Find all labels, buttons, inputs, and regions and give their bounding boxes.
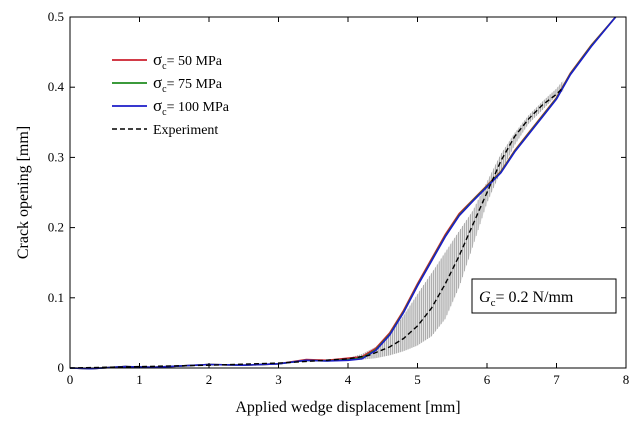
annotation-main: G <box>479 289 491 306</box>
annotation-box <box>471 278 617 314</box>
x-tick-label: 0 <box>67 372 74 387</box>
legend-subscript: c <box>162 61 167 72</box>
annotation-subscript: c <box>491 297 496 309</box>
x-tick-label: 7 <box>553 372 560 387</box>
legend-subscript: c <box>162 107 167 118</box>
y-tick-label: 0.2 <box>48 220 64 235</box>
x-axis-title: Applied wedge displacement [mm] <box>235 399 460 416</box>
band-area <box>334 80 564 361</box>
x-tick-label: 2 <box>206 372 213 387</box>
legend-value: = 75 MPa <box>167 77 223 92</box>
annotation-text: Gc= 0.2 N/mm <box>479 289 574 309</box>
x-tick-label: 1 <box>136 372 143 387</box>
legend-value: = 100 MPa <box>167 100 230 115</box>
series-line-2 <box>69 16 617 370</box>
legend-symbol: σ <box>153 50 162 69</box>
legend-label: σc= 50 MPa <box>153 50 223 72</box>
y-tick-label: 0 <box>58 360 65 375</box>
gc-annotation: Gc= 0.2 N/mm <box>471 278 617 314</box>
series-lines <box>69 16 617 370</box>
x-tick-label: 8 <box>623 372 630 387</box>
series-line-1 <box>69 16 617 370</box>
legend-symbol: σ <box>153 73 162 92</box>
annotation-rest: = 0.2 N/mm <box>495 289 573 306</box>
x-tick-label: 6 <box>484 372 491 387</box>
experiment-scatter-band <box>333 80 564 361</box>
axis-ticks: 0 1 2 3 4 5 6 7 8 0 0.1 0.2 0.3 0.4 0.5 <box>48 9 630 387</box>
legend-label: σc= 100 MPa <box>153 96 230 118</box>
y-tick-label: 0.5 <box>48 9 64 24</box>
y-tick-label: 0.1 <box>48 290 64 305</box>
y-tick-label: 0.3 <box>48 149 64 164</box>
legend-label: σc= 75 MPa <box>153 73 223 95</box>
plot-frame <box>69 16 627 369</box>
series-line-3 <box>69 86 564 369</box>
legend-value: Experiment <box>153 123 218 138</box>
legend-value: = 50 MPa <box>167 54 223 69</box>
x-tick-label: 5 <box>414 372 421 387</box>
y-axis-title: Crack opening [mm] <box>15 126 32 259</box>
legend-label: Experiment <box>153 123 218 138</box>
x-tick-label: 4 <box>345 372 352 387</box>
legend-symbol: σ <box>153 96 162 115</box>
series-line-0 <box>69 16 617 370</box>
y-tick-label: 0.4 <box>48 79 65 94</box>
legend-subscript: c <box>162 84 167 95</box>
x-tick-label: 3 <box>275 372 282 387</box>
